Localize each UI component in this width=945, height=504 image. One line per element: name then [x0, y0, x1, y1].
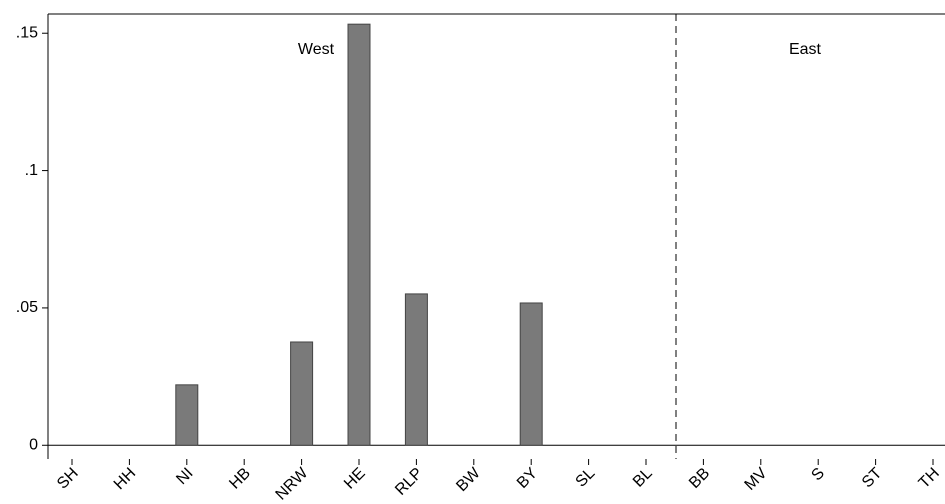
x-tick-label: BB	[686, 465, 713, 492]
annotation: West	[298, 41, 335, 58]
x-tick-label: HE	[341, 465, 369, 493]
x-tick-label: HH	[111, 465, 139, 493]
x-tick-label: BY	[514, 465, 541, 492]
x-tick-label: SH	[54, 465, 82, 493]
bar	[347, 23, 371, 446]
x-tick-label: S	[808, 465, 828, 485]
x-tick-label: ST	[859, 465, 886, 492]
annotation: East	[789, 41, 822, 58]
x-tick-label: MV	[742, 465, 771, 494]
x-tick-label: SL	[573, 465, 599, 491]
x-tick-label: HB	[226, 465, 254, 493]
x-tick-label: RLP	[392, 465, 426, 499]
y-tick-label: 0	[29, 436, 38, 453]
x-tick-label: NRW	[273, 464, 312, 503]
y-tick-label: .05	[16, 299, 38, 316]
bar	[519, 302, 543, 446]
bar	[290, 341, 314, 446]
x-tick-label: BW	[453, 464, 484, 495]
y-tick-label: .15	[16, 24, 38, 41]
bar	[175, 384, 199, 446]
x-tick-label: TH	[916, 465, 943, 492]
x-tick-label: BL	[630, 465, 656, 491]
y-tick-label: .1	[25, 162, 38, 179]
x-tick-label: NI	[173, 465, 196, 488]
bar	[404, 293, 428, 446]
